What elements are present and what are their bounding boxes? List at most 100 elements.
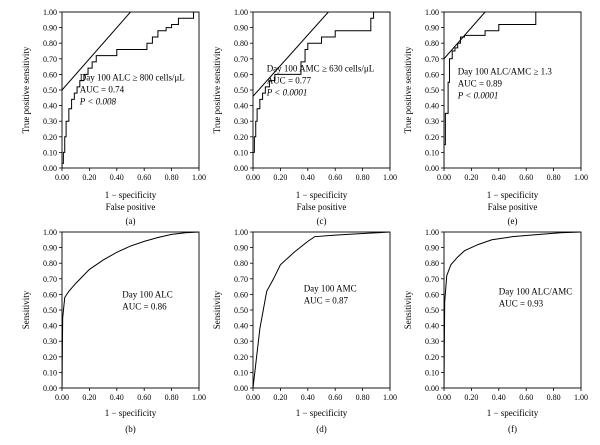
y-axis-label: Sensitivity xyxy=(403,290,413,329)
x-tick-label: 0.80 xyxy=(547,393,561,402)
x-axis-label-2: False positive xyxy=(106,202,156,212)
y-tick-label: 0.70 xyxy=(43,55,57,64)
roc-curve xyxy=(253,12,390,168)
x-tick-label: 0.20 xyxy=(464,173,478,182)
y-tick-label: 1.00 xyxy=(425,8,439,17)
roc-panel-5: 0.00 0.10 0.20 0.30 0.40 0.50 0.60 0.70 0.80 0.90… xyxy=(212,228,397,434)
y-tick-label: 0.40 xyxy=(234,102,248,111)
y-tick-label: 0.70 xyxy=(234,275,248,284)
y-tick-label: 1.00 xyxy=(43,228,57,237)
roc-curve xyxy=(253,232,390,388)
y-tick-label: 0.80 xyxy=(43,39,57,48)
roc-panel-3: 0.00 0.10 0.20 0.30 0.40 0.50 0.60 0.70 0.80 0.90… xyxy=(403,8,588,226)
y-tick-label: 0.50 xyxy=(425,86,439,95)
x-axis-label-2: False positive xyxy=(488,202,538,212)
y-tick-label: 0.50 xyxy=(43,86,57,95)
y-axis-label: True positive sensitivity xyxy=(403,46,413,133)
y-tick-label: 0.40 xyxy=(234,322,248,331)
y-tick-label: 0.00 xyxy=(234,384,248,393)
panel-label: (e) xyxy=(508,216,518,226)
y-tick-label: 0.50 xyxy=(234,86,248,95)
roc-panel-4: 0.00 0.10 0.20 0.30 0.40 0.50 0.60 0.70 0.80 0.90… xyxy=(21,228,206,434)
y-tick-label: 0.30 xyxy=(425,117,439,126)
x-tick-label: 0.00 xyxy=(55,173,69,182)
y-tick-label: 0.40 xyxy=(43,322,57,331)
y-axis-label: Sensitivity xyxy=(21,290,31,329)
y-tick-label: 0.70 xyxy=(234,55,248,64)
y-tick-label: 0.20 xyxy=(425,133,439,142)
roc-curve xyxy=(62,232,199,388)
y-tick-label: 0.80 xyxy=(425,259,439,268)
y-tick-label: 0.20 xyxy=(43,353,57,362)
y-tick-label: 0.70 xyxy=(425,55,439,64)
x-tick-label: 0.40 xyxy=(110,173,124,182)
y-tick-label: 0.00 xyxy=(43,384,57,393)
annotation-line: Day 100 ALC ≥ 800 cells/μL xyxy=(80,73,185,83)
x-tick-label: 0.00 xyxy=(246,173,260,182)
x-tick-label: 0.40 xyxy=(301,393,315,402)
reference-line xyxy=(253,12,329,97)
panel-label: (f) xyxy=(508,424,517,434)
y-axis-label: True positive sensitivity xyxy=(21,46,31,133)
roc-curve xyxy=(62,12,199,168)
y-tick-label: 0.90 xyxy=(425,24,439,33)
y-tick-label: 0.80 xyxy=(43,259,57,268)
y-tick-label: 0.10 xyxy=(43,368,57,377)
annotation-line: AUC = 0.74 xyxy=(80,85,125,95)
roc-curve xyxy=(444,12,581,168)
y-tick-label: 0.20 xyxy=(43,133,57,142)
y-tick-label: 0.50 xyxy=(43,306,57,315)
y-tick-label: 0.10 xyxy=(234,148,248,157)
reference-line xyxy=(444,12,486,60)
annotation-line: AUC = 0.89 xyxy=(458,78,503,88)
y-tick-label: 1.00 xyxy=(425,228,439,237)
x-tick-label: 0.20 xyxy=(273,393,287,402)
x-tick-label: 0.20 xyxy=(82,173,96,182)
y-tick-label: 0.10 xyxy=(425,368,439,377)
x-tick-label: 0.00 xyxy=(437,173,451,182)
x-tick-label: 0.40 xyxy=(301,173,315,182)
y-tick-label: 0.30 xyxy=(234,117,248,126)
y-tick-label: 0.90 xyxy=(43,24,57,33)
x-axis-label: 1 − specificity xyxy=(105,190,157,200)
y-tick-label: 1.00 xyxy=(234,8,248,17)
y-tick-label: 0.30 xyxy=(234,337,248,346)
reference-line xyxy=(62,12,131,91)
x-tick-label: 1.00 xyxy=(383,393,397,402)
x-axis-label: 1 − specificity xyxy=(487,408,539,418)
annotation-line: AUC = 0.93 xyxy=(499,298,544,308)
y-tick-label: 0.00 xyxy=(425,384,439,393)
y-tick-label: 0.30 xyxy=(43,117,57,126)
y-tick-label: 0.70 xyxy=(425,275,439,284)
y-tick-label: 0.20 xyxy=(234,353,248,362)
annotation-line: AUC = 0.87 xyxy=(304,295,349,305)
annotation-line: P < 0.0001 xyxy=(457,90,499,100)
x-tick-label: 0.20 xyxy=(273,173,287,182)
annotation-line: AUC = 0.86 xyxy=(122,302,167,312)
y-tick-label: 0.80 xyxy=(234,259,248,268)
x-tick-label: 0.80 xyxy=(165,173,179,182)
x-tick-label: 0.80 xyxy=(356,393,370,402)
x-tick-label: 0.00 xyxy=(55,393,69,402)
roc-curve xyxy=(444,232,581,388)
x-tick-label: 0.40 xyxy=(110,393,124,402)
roc-panel-1: 0.00 0.10 0.20 0.30 0.40 0.50 0.60 0.70 0.80 0.90… xyxy=(21,8,206,226)
y-tick-label: 0.20 xyxy=(425,353,439,362)
x-tick-label: 1.00 xyxy=(192,393,206,402)
x-axis-label: 1 − specificity xyxy=(296,190,348,200)
roc-panel-6: 0.00 0.10 0.20 0.30 0.40 0.50 0.60 0.70 0.80 0.90… xyxy=(403,228,588,434)
annotation-line: Day 100 ALC/AMC xyxy=(499,286,573,296)
y-tick-label: 0.00 xyxy=(425,164,439,173)
y-tick-label: 0.60 xyxy=(425,290,439,299)
x-tick-label: 1.00 xyxy=(192,173,206,182)
x-tick-label: 0.00 xyxy=(246,393,260,402)
y-axis-label: Sensitivity xyxy=(212,290,222,329)
x-axis-label: 1 − specificity xyxy=(105,408,157,418)
y-tick-label: 0.00 xyxy=(234,164,248,173)
y-tick-label: 0.80 xyxy=(234,39,248,48)
x-tick-label: 0.60 xyxy=(328,173,342,182)
y-tick-label: 0.40 xyxy=(425,102,439,111)
y-tick-label: 0.90 xyxy=(234,24,248,33)
y-tick-label: 0.60 xyxy=(43,290,57,299)
